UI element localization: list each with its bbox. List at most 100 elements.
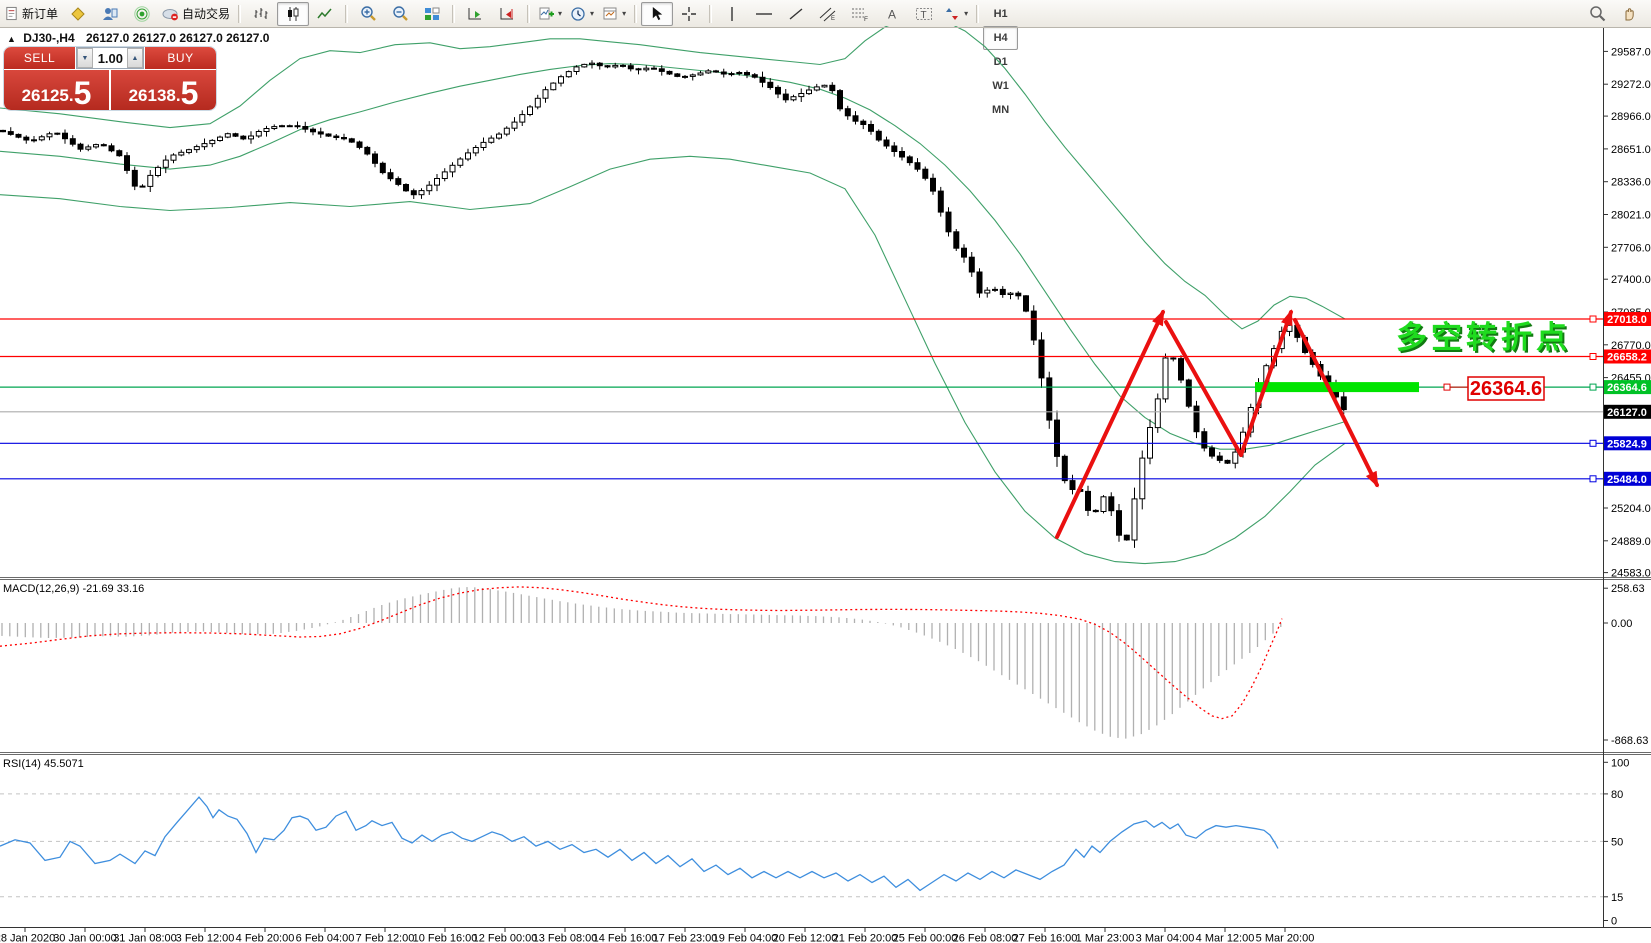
candle-bear bbox=[968, 256, 975, 273]
auto-scroll-button[interactable] bbox=[459, 2, 491, 26]
new-order-label: 新订单 bbox=[22, 7, 59, 21]
candle-bull bbox=[503, 127, 510, 135]
candle-bear bbox=[713, 70, 719, 73]
volume-decrease-button[interactable]: ▼ bbox=[77, 48, 93, 68]
vertical-line-tool[interactable] bbox=[716, 2, 748, 26]
candle-bear bbox=[379, 162, 386, 174]
trend-arrow-segment[interactable] bbox=[1055, 309, 1165, 539]
sell-price-button[interactable]: 26125. 5 bbox=[4, 70, 109, 110]
candle-bear bbox=[976, 271, 983, 294]
candle-bull bbox=[286, 125, 293, 128]
market-watch-button[interactable] bbox=[94, 2, 126, 26]
time-label: 25 Feb 00:00 bbox=[893, 933, 958, 943]
text-label-tool[interactable]: T bbox=[908, 2, 940, 26]
autotrading-button[interactable]: 自动交易 bbox=[158, 2, 234, 26]
line-handle[interactable] bbox=[1589, 353, 1597, 360]
candlestick-chart-button[interactable] bbox=[277, 1, 310, 26]
candle-bear bbox=[945, 211, 952, 233]
timeframe-h4[interactable]: H4 bbox=[983, 25, 1019, 50]
candle-bull bbox=[147, 174, 154, 187]
candle-bull bbox=[209, 139, 216, 145]
chart-shift-button[interactable] bbox=[491, 2, 523, 26]
price-tick-label: 26770.0 bbox=[1611, 340, 1651, 352]
annotation-text[interactable]: 多空转折点 bbox=[1396, 320, 1571, 355]
callout-text[interactable]: 26364.6 bbox=[1470, 378, 1542, 400]
candle-bear bbox=[1193, 405, 1200, 433]
toolbar-separator bbox=[976, 4, 980, 23]
periods-button[interactable]: ▾ bbox=[566, 2, 598, 26]
candle-bear bbox=[999, 288, 1006, 295]
chart-title: ▲ DJ30-,H4 26127.0 26127.0 26127.0 26127… bbox=[7, 31, 269, 45]
candle-bull bbox=[589, 62, 595, 65]
line-handle[interactable] bbox=[1589, 439, 1597, 447]
buy-button[interactable]: BUY bbox=[145, 47, 216, 69]
sell-button[interactable]: SELL bbox=[4, 47, 75, 69]
cursor-button[interactable] bbox=[641, 1, 674, 26]
callout-box[interactable] bbox=[1467, 376, 1545, 401]
line-handle[interactable] bbox=[1589, 315, 1597, 323]
fibonacci-tool[interactable]: F bbox=[844, 2, 876, 26]
text-icon: A bbox=[888, 7, 896, 21]
highlight-bar[interactable] bbox=[1255, 382, 1419, 393]
toolbar-separator bbox=[634, 4, 638, 23]
signals-button[interactable] bbox=[126, 2, 158, 26]
time-label: 19 Feb 04:00 bbox=[713, 933, 778, 943]
trend-arrow-segment[interactable] bbox=[1164, 320, 1243, 457]
buy-price-button[interactable]: 26138. 5 bbox=[111, 70, 216, 110]
trend-arrow-segment[interactable] bbox=[1239, 309, 1293, 457]
zoom-out-button[interactable] bbox=[384, 2, 416, 26]
auto-scroll-icon bbox=[468, 7, 482, 19]
candle-bull bbox=[992, 288, 998, 291]
sell-price-big-digit: 5 bbox=[73, 75, 92, 110]
candle-bull bbox=[263, 128, 270, 132]
candle-bear bbox=[232, 133, 239, 137]
horizontal-line-tool[interactable] bbox=[748, 2, 780, 26]
text-tool[interactable]: A bbox=[876, 2, 908, 26]
candle-bull bbox=[472, 147, 479, 154]
time-label: 6 Feb 04:00 bbox=[296, 933, 355, 943]
timeframe-mn[interactable]: MN bbox=[992, 103, 1010, 116]
price-tick-label: 28966.0 bbox=[1611, 111, 1651, 123]
toolbar-separator bbox=[709, 4, 713, 23]
crosshair-button[interactable] bbox=[673, 2, 705, 26]
search-button[interactable] bbox=[1581, 2, 1613, 26]
candle-bull bbox=[418, 190, 425, 196]
price-badge-label: 25484.0 bbox=[1607, 474, 1647, 486]
line-chart-button[interactable] bbox=[309, 2, 341, 26]
templates-button[interactable]: ▾ bbox=[598, 2, 630, 26]
indicators-button[interactable]: ▾ bbox=[534, 2, 566, 26]
arrows-tool[interactable]: ▾ bbox=[940, 2, 972, 26]
trendline-tool[interactable] bbox=[780, 2, 812, 26]
bar-chart-button[interactable] bbox=[245, 2, 277, 26]
chart-profiles-button[interactable] bbox=[62, 2, 94, 26]
zoom-in-button[interactable] bbox=[352, 2, 384, 26]
timeframe-h1[interactable]: H1 bbox=[993, 7, 1008, 20]
timeframe-d1[interactable]: D1 bbox=[993, 55, 1008, 68]
candle-bear bbox=[310, 128, 316, 133]
time-label: 20 Feb 12:00 bbox=[773, 933, 838, 943]
horizontal-line-icon bbox=[756, 12, 773, 15]
hand-cursor-button[interactable] bbox=[1613, 2, 1645, 26]
candle-bull bbox=[193, 146, 200, 151]
candle-bear bbox=[387, 172, 394, 180]
price-badge-label: 27018.0 bbox=[1607, 314, 1647, 326]
candle-bear bbox=[775, 86, 781, 95]
line-handle[interactable] bbox=[1589, 475, 1597, 483]
price-tick-label: 27706.0 bbox=[1611, 242, 1651, 254]
channel-tool[interactable]: E bbox=[812, 2, 844, 26]
timeframe-w1[interactable]: W1 bbox=[992, 79, 1009, 92]
tile-windows-button[interactable] bbox=[416, 2, 448, 26]
line-handle[interactable] bbox=[1589, 383, 1597, 391]
volume-increase-button[interactable]: ▲ bbox=[127, 48, 143, 68]
text-label-icon: T bbox=[916, 7, 933, 21]
candle-bull bbox=[271, 126, 278, 129]
volume-value[interactable]: 1.00 bbox=[97, 50, 123, 66]
new-order-button[interactable]: 新订单 bbox=[0, 2, 62, 26]
bollinger-middle-band bbox=[0, 63, 1346, 450]
bollinger-lower-band bbox=[0, 155, 1346, 565]
trend-arrow-segment[interactable] bbox=[1293, 318, 1379, 488]
candle-bear bbox=[930, 177, 936, 192]
callout-handle[interactable] bbox=[1443, 383, 1451, 391]
candle-bull bbox=[248, 135, 254, 140]
